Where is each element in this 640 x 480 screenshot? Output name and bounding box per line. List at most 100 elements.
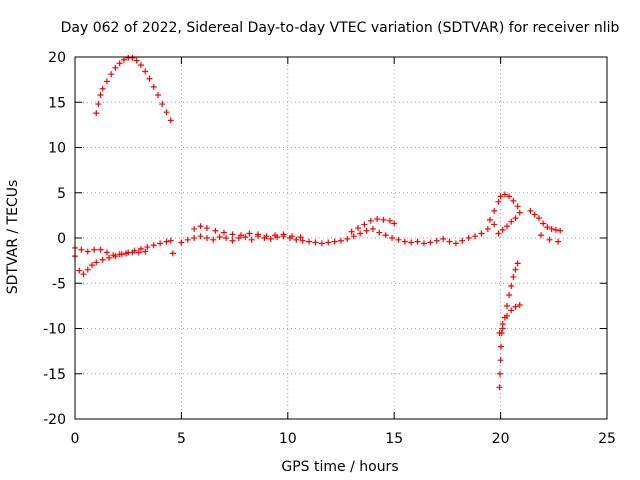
data-point (491, 221, 498, 228)
series-early-upper (72, 244, 149, 259)
series-arc-high (93, 54, 174, 124)
data-point (512, 303, 519, 310)
data-point (318, 240, 325, 247)
data-point (76, 267, 83, 274)
data-point (246, 230, 253, 237)
x-tick-label: 15 (385, 431, 403, 447)
data-point (293, 236, 300, 243)
data-point (440, 235, 447, 242)
data-point (508, 282, 515, 289)
y-tick-label: 15 (48, 95, 66, 111)
data-point (348, 228, 355, 235)
x-tick-label: 10 (279, 431, 297, 447)
data-point (167, 117, 174, 124)
data-point (506, 193, 513, 200)
data-point (297, 234, 304, 241)
data-point (163, 109, 170, 116)
data-point (325, 239, 332, 246)
plot-border (74, 56, 608, 420)
data-point (103, 78, 110, 85)
data-point (496, 384, 503, 391)
x-tick-label: 25 (598, 431, 616, 447)
data-point (123, 250, 130, 257)
data-point (78, 246, 85, 253)
data-point (472, 233, 479, 240)
data-point (137, 62, 144, 69)
data-point (150, 242, 157, 249)
y-axis-label: SDTVAR / TECUs (5, 180, 21, 295)
data-point (212, 227, 219, 234)
data-point (93, 110, 100, 117)
data-point (527, 207, 534, 214)
data-point (157, 240, 164, 247)
x-tick-label: 5 (177, 431, 186, 447)
data-point (89, 262, 96, 269)
data-point (357, 230, 364, 237)
data-point (557, 227, 564, 234)
data-point (135, 249, 142, 256)
data-point (116, 251, 123, 258)
data-point (446, 238, 453, 245)
data-point (355, 225, 362, 232)
data-point (299, 237, 306, 244)
data-point (374, 215, 381, 222)
data-point (408, 239, 415, 246)
data-point (106, 254, 113, 261)
data-point (93, 259, 100, 266)
series-early-lower (72, 237, 174, 278)
data-point (391, 220, 398, 227)
data-point (312, 239, 319, 246)
data-point (142, 68, 149, 75)
data-point (531, 211, 538, 218)
tick-labels: 0 5 10 15 20 25 -20 -15 -10 -5 0 5 10 15 20 (43, 50, 616, 447)
data-point (478, 230, 485, 237)
data-point (350, 233, 357, 240)
y-tick-label: 20 (48, 50, 66, 66)
data-point (496, 370, 503, 377)
data-point (548, 225, 555, 232)
data-point (503, 312, 510, 319)
data-point (229, 237, 236, 244)
data-point (137, 245, 144, 252)
data-point (163, 238, 170, 245)
data-point (512, 215, 519, 222)
data-point (512, 266, 519, 273)
x-tick-label: 20 (492, 431, 510, 447)
series-drop-steep (496, 260, 521, 391)
data-point (491, 207, 498, 214)
data-point (84, 248, 91, 255)
series-late-right (527, 207, 564, 245)
data-point (150, 83, 157, 90)
data-point (280, 231, 287, 238)
data-point (242, 234, 249, 241)
data-point (255, 231, 262, 238)
data-point (103, 249, 110, 256)
data-point (110, 252, 117, 259)
data-point (272, 232, 279, 239)
y-tick-label: -15 (43, 367, 66, 383)
data-point (363, 227, 370, 234)
data-point (510, 273, 517, 280)
data-point (197, 223, 204, 230)
data-point (389, 235, 396, 241)
data-point (146, 75, 153, 82)
data-point (229, 231, 236, 238)
data-point (210, 236, 217, 243)
data-point (203, 235, 210, 241)
data-point (503, 223, 510, 230)
data-point (552, 226, 559, 233)
data-point (427, 239, 434, 246)
data-point (508, 307, 515, 314)
data-point (401, 238, 408, 245)
data-point (465, 235, 472, 241)
series-drop-branch (496, 301, 523, 337)
data-point (184, 236, 191, 243)
data-point (459, 237, 466, 244)
data-point (496, 330, 503, 337)
data-point (142, 248, 149, 255)
data-points (72, 54, 564, 391)
data-point (338, 237, 344, 244)
data-point (331, 238, 338, 245)
data-point (203, 225, 210, 232)
data-point (108, 71, 115, 78)
